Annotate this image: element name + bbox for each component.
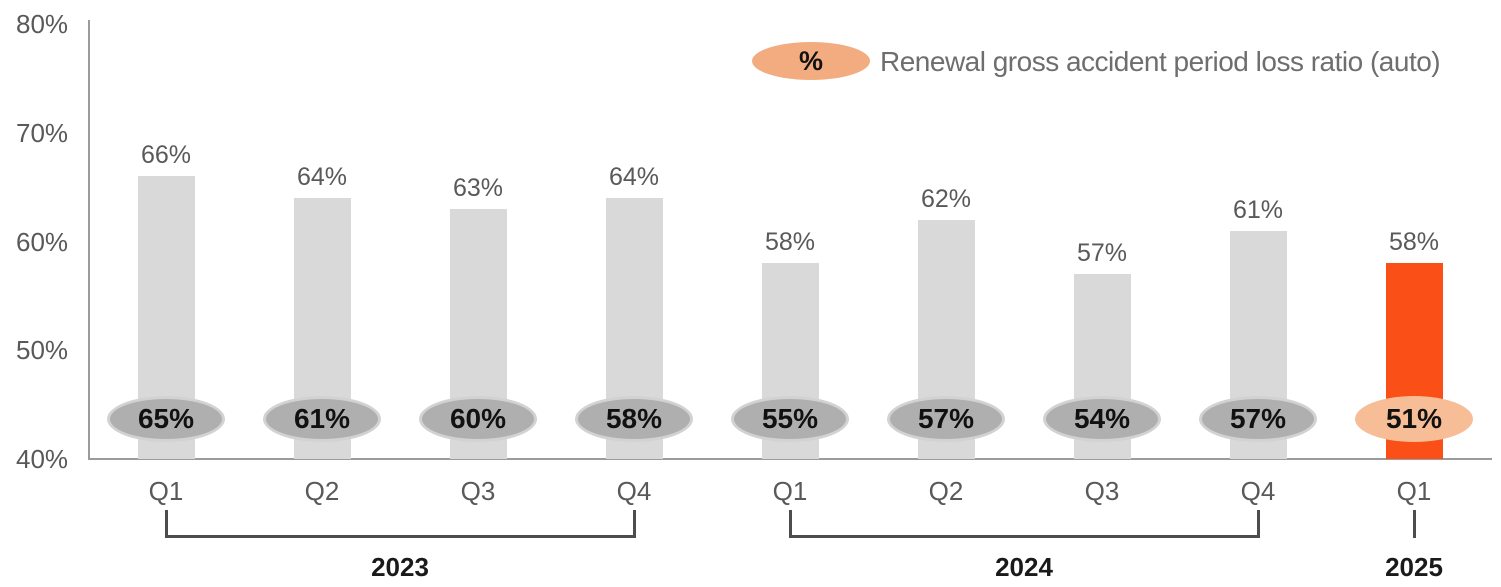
bar-value-label-9: 58% bbox=[1388, 228, 1440, 257]
y-tick-label-50: 50% bbox=[16, 335, 69, 366]
x-tick-label-2-q2: Q2 bbox=[304, 476, 340, 506]
year-label-2024: 2024 bbox=[995, 552, 1053, 582]
bar-value-label-7: 57% bbox=[1076, 239, 1128, 268]
renewal-ratio-badge-2: 61% bbox=[263, 396, 381, 442]
year-tick-2025 bbox=[1412, 510, 1416, 538]
renewal-ratio-badge-9: 51% bbox=[1355, 396, 1473, 442]
legend-percent-oval-icon: % bbox=[752, 42, 870, 80]
bar-value-label-2: 64% bbox=[296, 163, 348, 191]
bar-value-label-8: 61% bbox=[1232, 195, 1284, 224]
year-label-2023: 2023 bbox=[371, 552, 429, 582]
y-axis-line bbox=[88, 20, 90, 460]
bar-value-label-5: 58% bbox=[764, 228, 816, 257]
x-tick-label-7-q3: Q3 bbox=[1084, 476, 1120, 506]
legend-series-label: Renewal gross accident period loss ratio… bbox=[880, 46, 1441, 77]
year-label-2025: 2025 bbox=[1385, 552, 1443, 582]
y-tick-label-80: 80% bbox=[16, 9, 69, 39]
y-tick-label-70: 70% bbox=[16, 117, 69, 148]
bar-value-label-1: 66% bbox=[140, 141, 192, 170]
x-tick-label-5-q1: Q1 bbox=[772, 476, 808, 506]
year-bracket-2024 bbox=[788, 510, 1260, 538]
renewal-ratio-badge-3: 60% bbox=[419, 396, 537, 442]
x-tick-label-6-q2: Q2 bbox=[928, 476, 964, 506]
renewal-ratio-badge-5: 55% bbox=[731, 396, 849, 442]
renewal-ratio-badge-1: 65% bbox=[107, 396, 225, 442]
bar-value-label-4: 64% bbox=[608, 163, 660, 191]
renewal-ratio-badge-8: 57% bbox=[1199, 396, 1317, 442]
x-tick-label-3-q3: Q3 bbox=[460, 476, 496, 506]
renewal-ratio-badge-4: 58% bbox=[575, 396, 693, 442]
year-bracket-2023 bbox=[164, 510, 636, 538]
x-tick-label-8-q4: Q4 bbox=[1240, 476, 1276, 506]
x-axis-line bbox=[88, 458, 1492, 460]
bar-value-label-6: 62% bbox=[920, 184, 972, 213]
x-tick-label-1-q1: Q1 bbox=[148, 476, 184, 506]
renewal-ratio-badge-7: 54% bbox=[1043, 396, 1161, 442]
y-tick-label-60: 60% bbox=[16, 226, 69, 257]
x-tick-label-4-q4: Q4 bbox=[616, 476, 652, 506]
renewal-ratio-badge-6: 57% bbox=[887, 396, 1005, 442]
x-tick-label-9-q1: Q1 bbox=[1396, 476, 1432, 506]
y-tick-label-40: 40% bbox=[16, 444, 69, 474]
bar-value-label-3: 63% bbox=[452, 173, 504, 202]
legend-percent-symbol: % bbox=[798, 45, 823, 76]
